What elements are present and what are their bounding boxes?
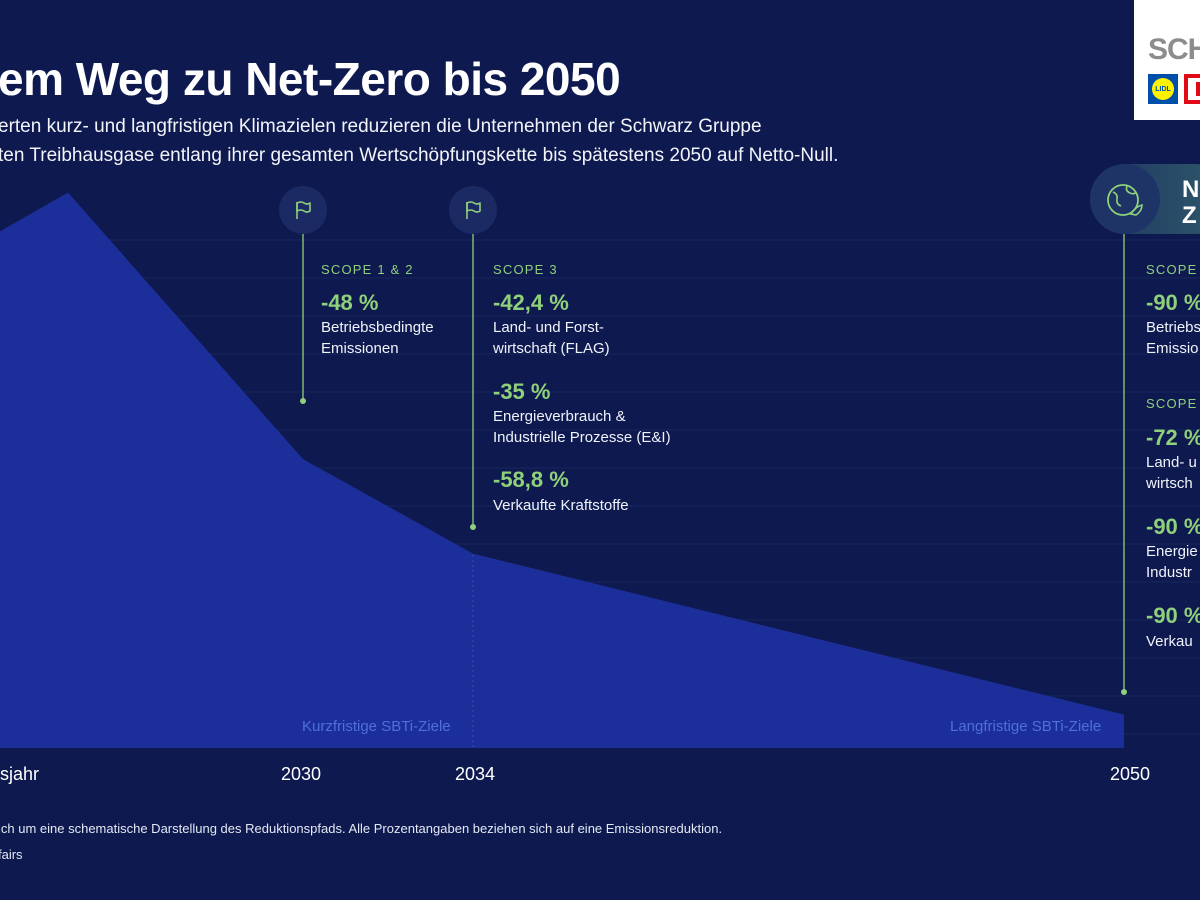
target-pct: -42,4 %: [493, 290, 569, 315]
source-note: fairs: [0, 847, 23, 862]
target-pct: -48 %: [321, 290, 379, 315]
target-desc: Energieverbrauch & Industrielle Prozesse…: [493, 408, 671, 446]
scope-label-2050-b: SCOPE: [1146, 396, 1198, 411]
scope-label-2050-a: SCOPE 1: [1146, 262, 1200, 277]
stem-dot-2030: [300, 398, 306, 404]
period-label-short-term: Kurzfristige SBTi-Ziele: [302, 718, 451, 735]
target-pct: -72 %: [1146, 425, 1200, 450]
lidl-logo: LIDL: [1148, 74, 1178, 104]
target-pct: -58,8 %: [493, 467, 569, 492]
target-desc: Betriebs Emissio: [1146, 319, 1200, 357]
flag-icon-2030: [279, 186, 327, 234]
logo-wordmark: SCH: [1148, 33, 1200, 66]
period-label-long-term: Langfristige SBTi-Ziele: [950, 718, 1102, 735]
company-logo: SCH LIDL: [1134, 0, 1200, 120]
x-tick-label: 2050: [1110, 764, 1151, 784]
target-desc: Land- u wirtsch: [1146, 454, 1197, 492]
stem-dot-2034: [470, 524, 476, 530]
scope-label-2030: SCOPE 1 & 2: [321, 262, 414, 277]
target-pct: -35 %: [493, 379, 551, 404]
page-title: em Weg zu Net-Zero bis 2050: [0, 53, 621, 105]
target-pct: -90 %: [1146, 603, 1200, 628]
emission-area: [0, 192, 1124, 748]
target-desc: Energie Industr: [1146, 543, 1198, 581]
target-pct: -90 %: [1146, 290, 1200, 315]
flag-icon-2034: [449, 186, 497, 234]
target-pct: -90 %: [1146, 514, 1200, 539]
x-tick-label: 2030: [281, 764, 322, 784]
footnote: ich um eine schematische Darstellung des…: [0, 821, 723, 836]
stem-dot-2050: [1121, 689, 1127, 695]
target-desc: Verkaufte Kraftstoffe: [493, 497, 629, 514]
subtitle-line-1: erten kurz- und langfristigen Klimaziele…: [0, 116, 762, 137]
target-desc: Land- und Forst- wirtschaft (FLAG): [493, 319, 610, 357]
x-tick-label: 2034: [455, 764, 496, 784]
net-zero-badge-text-1: N: [1182, 176, 1200, 203]
kaufland-logo: [1184, 74, 1200, 104]
globe-icon: [1090, 164, 1160, 234]
target-desc: Verkau: [1146, 633, 1193, 650]
target-desc: Betriebsbedingte Emissionen: [321, 319, 434, 357]
x-tick-label: isjahr: [0, 764, 40, 784]
net-zero-badge-text-2: Z: [1182, 202, 1197, 229]
subtitle-line-2: ten Treibhausgase entlang ihrer gesamten…: [0, 145, 839, 166]
scope-label-2034: SCOPE 3: [493, 262, 558, 277]
